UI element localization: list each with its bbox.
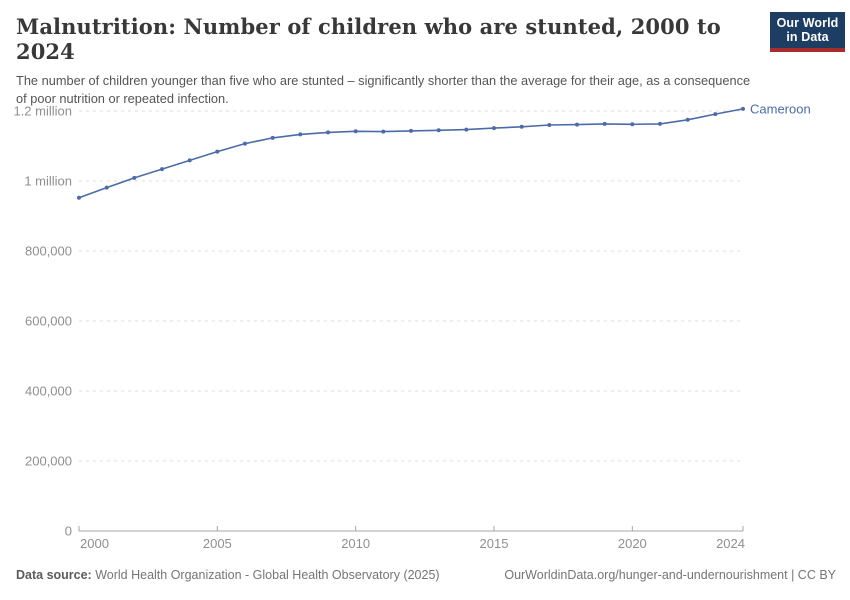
y-tick-label: 600,000 bbox=[25, 314, 72, 329]
y-tick-label: 0 bbox=[65, 524, 72, 539]
data-point[interactable] bbox=[409, 128, 413, 133]
data-source-value: World Health Organization - Global Healt… bbox=[91, 568, 440, 582]
data-point[interactable] bbox=[492, 126, 496, 131]
chart-footer: Data source: World Health Organization -… bbox=[16, 568, 836, 582]
x-tick-label: 2005 bbox=[203, 536, 232, 551]
owid-logo-line1: Our World bbox=[776, 16, 839, 30]
data-point[interactable] bbox=[270, 135, 275, 140]
data-point[interactable] bbox=[685, 117, 690, 122]
owid-url-link[interactable]: OurWorldinData.org/hunger-and-undernouri… bbox=[504, 568, 836, 582]
x-tick-label: 2000 bbox=[80, 536, 109, 551]
data-point[interactable] bbox=[630, 122, 635, 127]
data-point[interactable] bbox=[77, 195, 81, 200]
owid-logo-line2: in Data bbox=[786, 30, 829, 44]
data-point[interactable] bbox=[215, 149, 220, 154]
y-tick-label: 200,000 bbox=[25, 454, 72, 469]
x-tick-label: 2024 bbox=[716, 536, 745, 551]
data-point[interactable] bbox=[547, 123, 552, 127]
data-point[interactable] bbox=[104, 185, 109, 190]
data-point[interactable] bbox=[243, 141, 247, 146]
data-point[interactable] bbox=[326, 130, 330, 135]
y-tick-label: 800,000 bbox=[25, 244, 72, 259]
y-tick-label: 400,000 bbox=[25, 384, 72, 399]
data-point[interactable] bbox=[353, 129, 358, 134]
x-tick-label: 2020 bbox=[618, 536, 647, 551]
data-point[interactable] bbox=[464, 127, 469, 132]
data-point[interactable] bbox=[436, 128, 441, 133]
data-point[interactable] bbox=[713, 112, 718, 117]
chart-subtitle: The number of children younger than five… bbox=[16, 73, 751, 107]
data-point[interactable] bbox=[132, 175, 137, 180]
data-point[interactable] bbox=[519, 124, 524, 129]
data-point[interactable] bbox=[381, 129, 386, 134]
data-point[interactable] bbox=[741, 106, 745, 111]
data-point[interactable] bbox=[602, 121, 607, 126]
y-tick-label: 1 million bbox=[24, 174, 72, 189]
y-tick-label: 1.2 million bbox=[13, 104, 72, 119]
owid-logo: Our World in Data bbox=[770, 12, 845, 52]
chart-header: Malnutrition: Number of children who are… bbox=[16, 14, 761, 108]
x-tick-label: 2010 bbox=[341, 536, 370, 551]
data-point[interactable] bbox=[160, 167, 164, 172]
page-title: Malnutrition: Number of children who are… bbox=[16, 14, 721, 64]
data-line[interactable] bbox=[78, 108, 744, 199]
data-source-text: Data source: World Health Organization -… bbox=[16, 568, 440, 582]
entity-label[interactable]: Cameroon bbox=[750, 101, 811, 116]
data-source-label: Data source: bbox=[16, 568, 92, 582]
data-point[interactable] bbox=[187, 158, 192, 163]
x-tick-label: 2015 bbox=[480, 536, 509, 551]
data-point[interactable] bbox=[658, 121, 662, 126]
data-point[interactable] bbox=[575, 122, 579, 127]
data-point[interactable] bbox=[298, 132, 303, 137]
